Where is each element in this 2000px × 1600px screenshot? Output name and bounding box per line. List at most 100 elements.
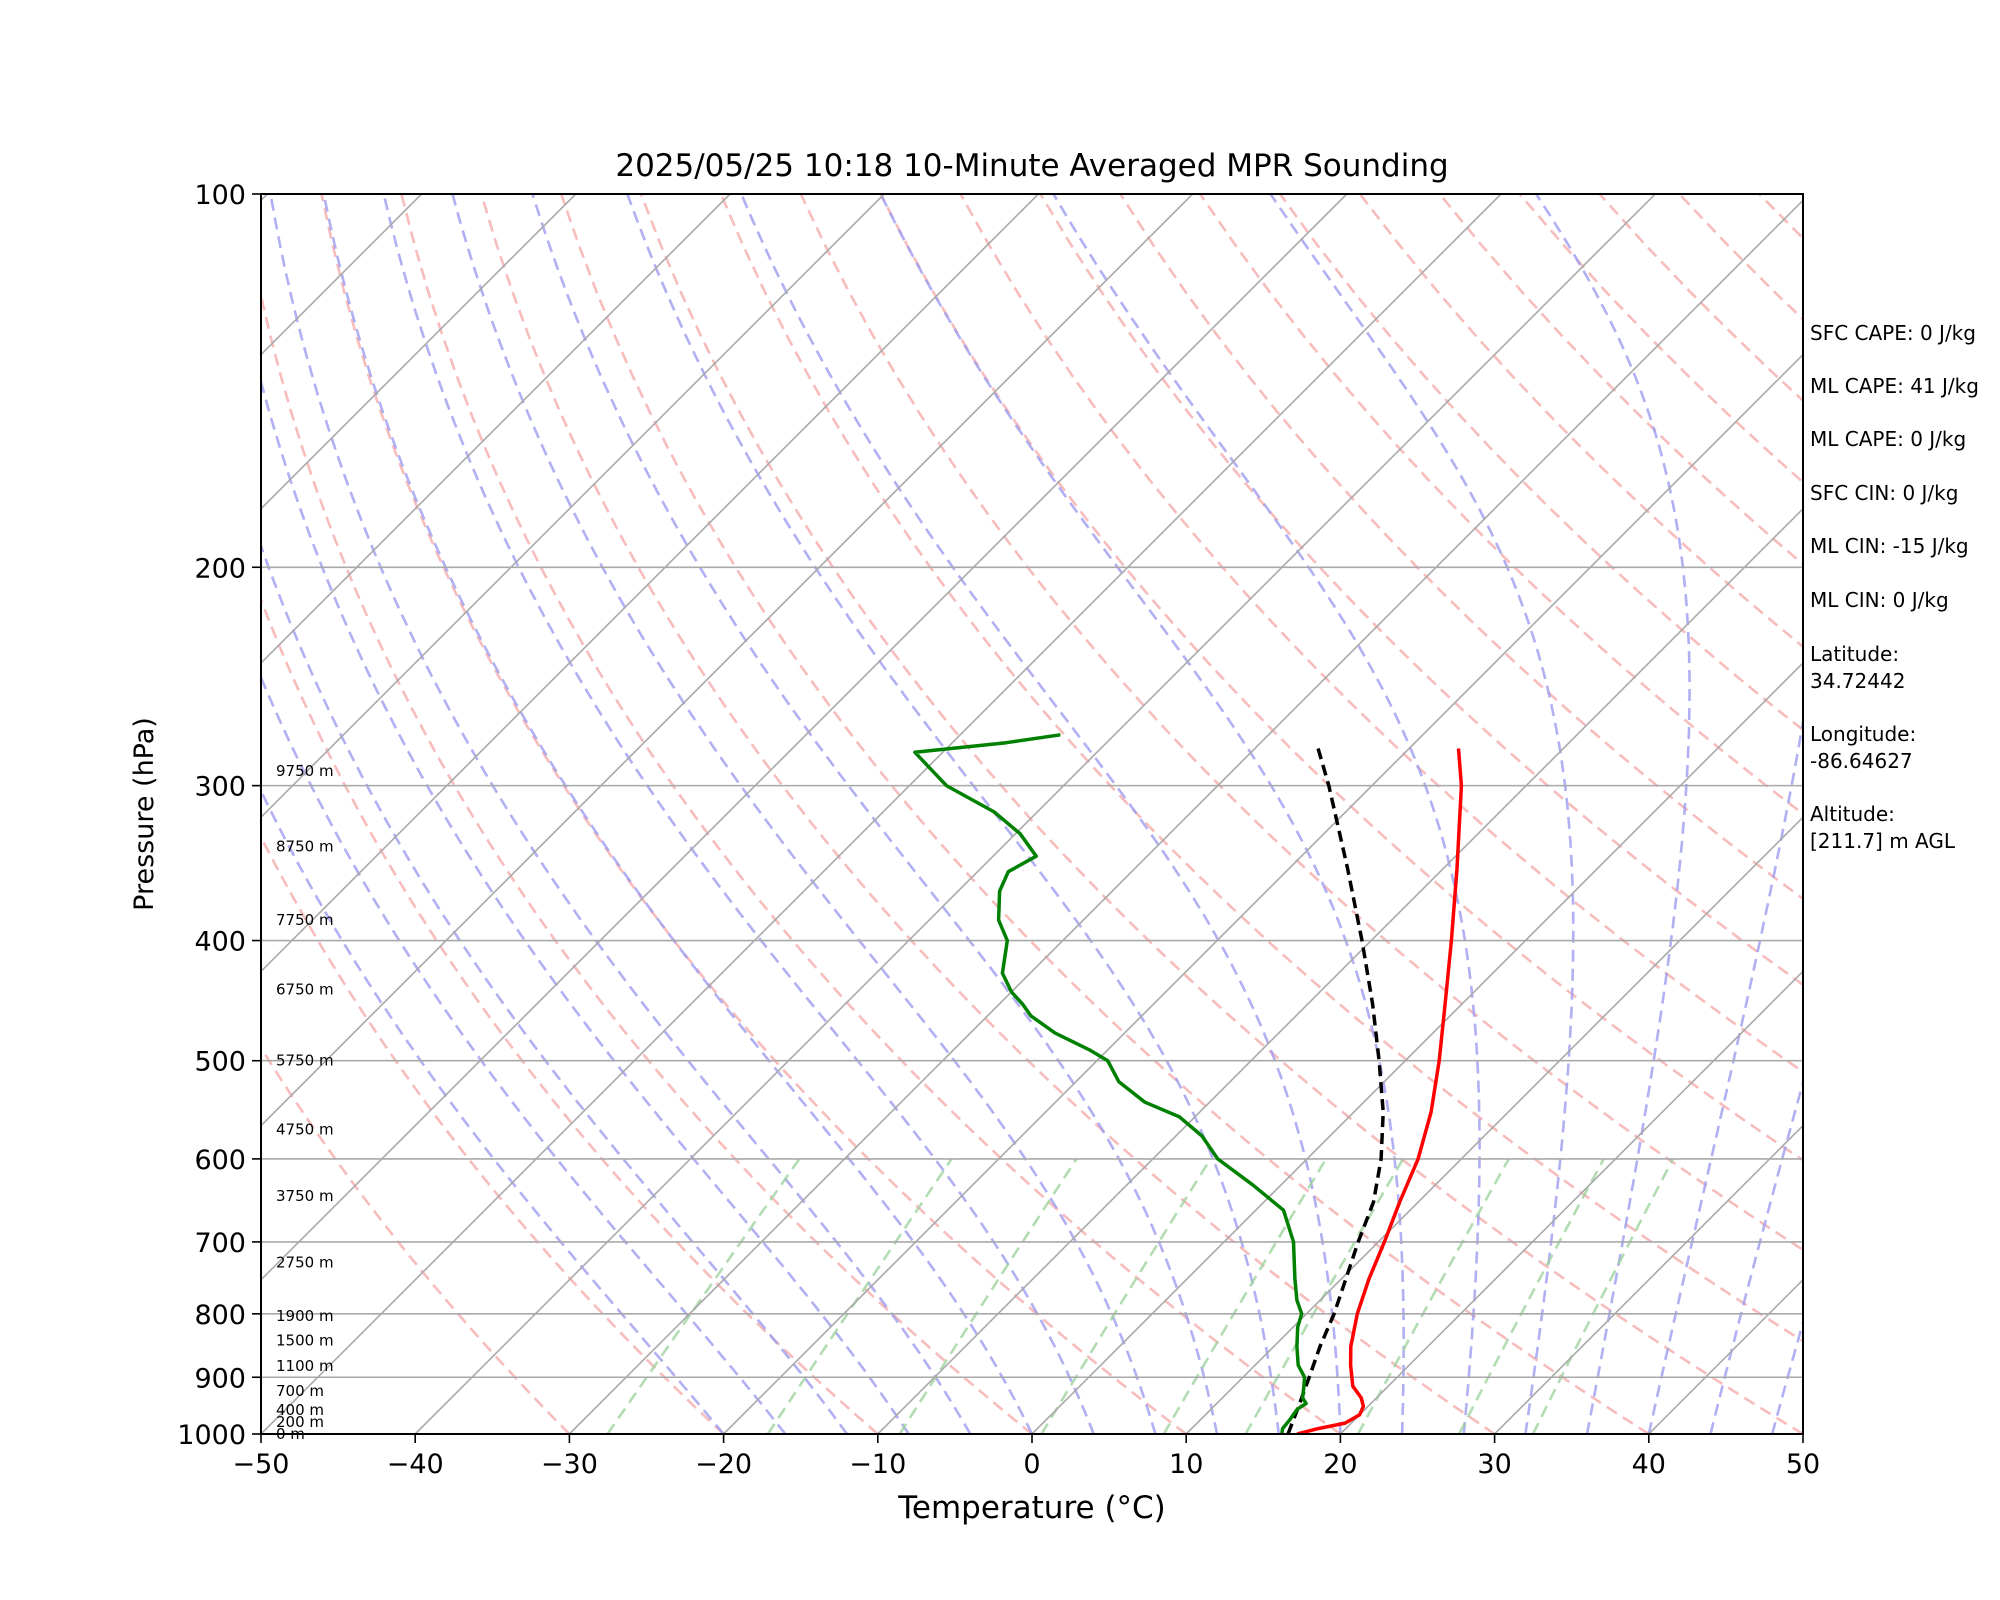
altitude-label: Altitude:	[1810, 802, 1895, 826]
altitude-value: [211.7] m AGL	[1810, 829, 1956, 853]
dry-adiabat-8	[639, 194, 1803, 1434]
height-label-4: 1100 m	[276, 1357, 334, 1375]
dry-adiabat-3	[261, 290, 1033, 1434]
latitude-label: Latitude:	[1810, 642, 1900, 666]
mixing-ratio-line-0	[606, 1158, 801, 1434]
sfc-cin-text: SFC CIN: 0 J/kg	[1810, 481, 1959, 505]
dewpoint-profile	[913, 733, 1308, 1434]
y-axis-ticks: 100 200 300 400 500 600 700 800 900 1000	[177, 180, 261, 1451]
isotherm-16	[1185, 816, 1803, 1434]
x-tick-label-3: −20	[695, 1449, 752, 1480]
moist-adiabat-2	[261, 542, 849, 1434]
ml-cape-text-2: ML CAPE: 0 J/kg	[1810, 427, 1967, 451]
isotherm-10	[261, 194, 1502, 1434]
moist-adiabat-3	[261, 376, 910, 1434]
isotherm-17	[1339, 970, 1803, 1434]
isotherm-18	[1494, 1124, 1803, 1434]
y-axis-label: Pressure (hPa)	[129, 717, 160, 911]
sfc-cape-text: SFC CAPE: 0 J/kg	[1810, 321, 1976, 345]
y-tick-label-6: 700	[194, 1228, 246, 1259]
moist-adiabat-14	[1535, 194, 1691, 1434]
y-tick-label-7: 800	[194, 1300, 246, 1331]
y-tick-label-2: 300	[194, 772, 246, 803]
ml-cape-text-1: ML CAPE: 41 J/kg	[1810, 374, 1979, 398]
moist-adiabat-13	[1269, 194, 1575, 1434]
isotherm-12	[568, 199, 1803, 1434]
moist-adiabat-15	[1647, 714, 1803, 1434]
isotherm-13	[723, 353, 1803, 1434]
x-tick-label-6: 10	[1169, 1449, 1203, 1480]
moist-adiabat-11	[879, 194, 1405, 1434]
height-label-13: 8750 m	[276, 838, 334, 856]
height-label-2: 400 m	[276, 1401, 324, 1419]
mixing-ratio-line-8	[1531, 1158, 1675, 1434]
moist-adiabat-10	[740, 194, 1342, 1434]
isobar-grid	[261, 194, 1803, 1434]
height-label-3: 700 m	[276, 1382, 324, 1400]
x-tick-label-1: −40	[387, 1449, 444, 1480]
moist-adiabat-4	[269, 194, 972, 1434]
x-axis-label: Temperature (°C)	[897, 1490, 1166, 1526]
x-tick-label-7: 20	[1323, 1449, 1357, 1480]
dry-adiabat-9	[719, 194, 1803, 1343]
x-tick-label-5: 0	[1023, 1449, 1040, 1480]
longitude-value: -86.64627	[1810, 749, 1913, 773]
temperature-profile	[1296, 748, 1464, 1434]
dry-adiabat-10	[799, 194, 1803, 1252]
parcel-profile	[1286, 748, 1385, 1434]
moist-adiabat-12	[1052, 194, 1481, 1434]
dry-adiabat-15	[1199, 194, 1803, 816]
x-tick-label-9: 40	[1632, 1449, 1666, 1480]
x-tick-label-4: −10	[849, 1449, 906, 1480]
dry-adiabat-4	[320, 194, 1187, 1434]
sounding-profiles	[913, 733, 1464, 1434]
x-tick-label-0: −50	[233, 1449, 290, 1480]
mixing-ratio-line-2	[898, 1158, 1078, 1434]
height-label-14: 9750 m	[276, 762, 334, 780]
dry-adiabat-6	[480, 194, 1496, 1434]
isotherm-9	[261, 194, 1348, 1281]
x-tick-label-2: −30	[541, 1449, 598, 1480]
y-tick-label-3: 400	[194, 927, 246, 958]
x-tick-label-10: 50	[1786, 1449, 1820, 1480]
moist-adiabat-7	[451, 194, 1157, 1434]
y-tick-label-8: 900	[194, 1363, 246, 1394]
isotherm-7	[261, 194, 1039, 973]
y-tick-label-1: 200	[194, 553, 246, 584]
isotherm-8	[261, 194, 1194, 1127]
ml-cin-text-1: ML CIN: -15 J/kg	[1810, 534, 1969, 558]
dry-adiabat-11	[879, 194, 1803, 1162]
height-label-1: 200 m	[276, 1413, 324, 1431]
height-label-5: 1500 m	[276, 1332, 334, 1350]
moist-adiabat-1	[261, 674, 787, 1434]
isotherm-4	[261, 194, 577, 510]
height-label-6: 1900 m	[276, 1307, 334, 1325]
height-label-12: 7750 m	[276, 911, 334, 929]
y-tick-label-5: 600	[194, 1145, 246, 1176]
dry-adiabat-1	[261, 834, 725, 1434]
y-tick-label-4: 500	[194, 1047, 246, 1078]
moist-adiabat-16	[1709, 1077, 1803, 1434]
isotherm-14	[877, 507, 1803, 1434]
isotherm-1	[0, 194, 113, 1434]
y-tick-label-0: 100	[194, 180, 246, 211]
dry-adiabat-0	[261, 1045, 571, 1434]
height-label-7: 2750 m	[276, 1253, 334, 1271]
dry-adiabat-2	[261, 596, 879, 1434]
plot-frame	[260, 193, 1804, 1435]
height-label-9: 4750 m	[276, 1120, 334, 1138]
x-tick-label-8: 30	[1477, 1449, 1511, 1480]
moist-adiabat-9	[626, 194, 1280, 1434]
height-label-8: 3750 m	[276, 1187, 334, 1205]
isotherm-5	[261, 194, 731, 665]
mixing-ratio-line-1	[766, 1158, 953, 1434]
longitude-label: Longitude:	[1810, 722, 1917, 746]
latitude-value: 34.72442	[1810, 669, 1906, 693]
dry-adiabat-14	[1119, 194, 1803, 901]
moist-adiabat-0	[261, 787, 725, 1434]
dry-adiabat-12	[959, 194, 1803, 1074]
isotherm-11	[414, 194, 1656, 1434]
height-label-11: 6750 m	[276, 980, 334, 998]
moist-adiabat-8	[531, 194, 1219, 1434]
